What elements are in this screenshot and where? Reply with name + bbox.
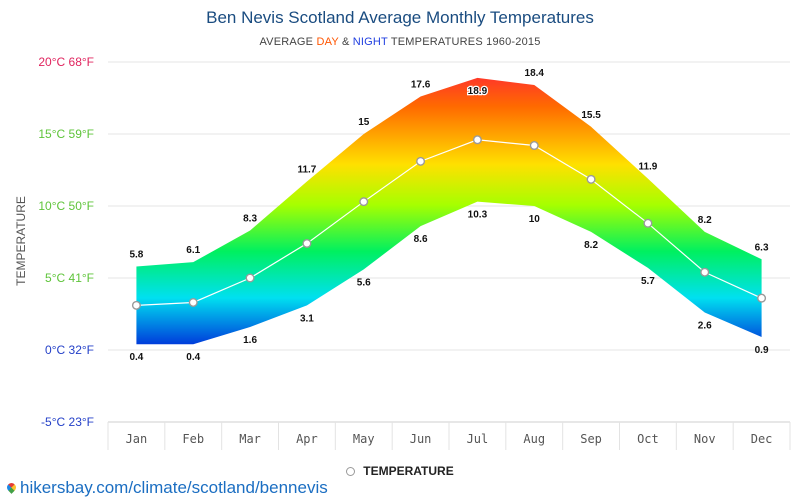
x-tick-label: Mar bbox=[239, 432, 261, 446]
day-value-label: 11.7 bbox=[297, 165, 316, 176]
average-point bbox=[700, 267, 710, 277]
day-value-label: 6.1 bbox=[186, 245, 200, 256]
legend-marker-icon bbox=[346, 467, 356, 476]
y-tick-label: 20°C 68°F bbox=[38, 55, 94, 69]
day-value-label: 8.3 bbox=[243, 213, 257, 224]
average-point bbox=[586, 174, 596, 184]
source-link[interactable]: hikersbay.com/climate/scotland/bennevis bbox=[5, 478, 328, 498]
x-tick-label: May bbox=[353, 432, 375, 446]
y-tick-label: 0°C 32°F bbox=[45, 343, 94, 357]
day-value-label: 8.2 bbox=[698, 215, 712, 226]
average-point bbox=[359, 197, 369, 207]
average-point bbox=[529, 141, 539, 151]
chart-title: Ben Nevis Scotland Average Monthly Tempe… bbox=[206, 8, 594, 27]
y-tick-label: 15°C 59°F bbox=[38, 127, 94, 141]
location-pin-icon bbox=[5, 481, 18, 494]
subtitle-night: NIGHT bbox=[352, 36, 388, 48]
average-point bbox=[302, 238, 312, 248]
night-value-label: 8.2 bbox=[584, 240, 598, 251]
x-tick-label: Feb bbox=[182, 432, 204, 446]
average-point bbox=[416, 156, 426, 166]
x-tick-label: Dec bbox=[751, 432, 773, 446]
night-value-label: 5.7 bbox=[641, 276, 655, 287]
average-point bbox=[245, 273, 255, 283]
subtitle-prefix: AVERAGE bbox=[259, 36, 317, 48]
subtitle-suffix: TEMPERATURES 1960-2015 bbox=[387, 36, 541, 48]
x-tick-label: Jun bbox=[410, 432, 432, 446]
x-tick-label: Jan bbox=[126, 432, 148, 446]
night-value-label: 3.1 bbox=[300, 313, 314, 324]
x-tick-label: Sep bbox=[580, 432, 602, 446]
average-point bbox=[131, 300, 141, 310]
average-point bbox=[643, 218, 653, 228]
source-link-text: hikersbay.com/climate/scotland/bennevis bbox=[20, 478, 328, 497]
subtitle-amp: & bbox=[338, 36, 353, 48]
legend[interactable]: TEMPERATURE bbox=[0, 464, 800, 478]
day-value-label: 6.3 bbox=[755, 242, 769, 253]
subtitle-day: DAY bbox=[316, 36, 339, 48]
y-tick-label: 10°C 50°F bbox=[38, 199, 94, 213]
average-temperature-series bbox=[131, 135, 767, 310]
average-point bbox=[757, 293, 767, 303]
x-tick-label: Jul bbox=[467, 432, 489, 446]
y-axis: 20°C 68°F 15°C 59°F 10°C 50°F 5°C 41°F 0°C 3… bbox=[38, 55, 94, 429]
x-tick-label: Nov bbox=[694, 432, 716, 446]
night-value-label: 10.3 bbox=[468, 210, 488, 221]
day-value-label: 15.5 bbox=[581, 110, 601, 121]
night-value-label: 0.9 bbox=[755, 345, 769, 356]
night-value-label: 5.6 bbox=[357, 277, 371, 288]
night-value-label: 10 bbox=[529, 214, 541, 225]
average-line bbox=[136, 139, 762, 306]
y-axis-label: TEMPERATURE bbox=[14, 196, 28, 286]
chart-subtitle: AVERAGE DAY & NIGHT TEMPERATURES 1960-20… bbox=[0, 36, 800, 48]
x-tick-label: Aug bbox=[523, 432, 545, 446]
average-point bbox=[472, 135, 482, 145]
night-value-label: 8.6 bbox=[414, 234, 428, 245]
day-value-label: 15 bbox=[358, 117, 370, 128]
day-value-label: 5.8 bbox=[129, 249, 143, 260]
x-tick-label: Apr bbox=[296, 432, 318, 446]
data-labels: 5.8 6.1 8.3 11.7 15 17.6 18.9 18.4 15.5 11.9 8.2 6.… bbox=[129, 68, 769, 363]
temperature-range-area bbox=[136, 77, 762, 345]
legend-label: TEMPERATURE bbox=[363, 464, 454, 478]
y-tick-label: 5°C 41°F bbox=[45, 271, 94, 285]
day-value-label: 18.4 bbox=[525, 68, 545, 79]
temperature-range-band bbox=[136, 77, 762, 345]
x-axis: Jan Feb Mar Apr May Jun Jul Aug Sep Oct Nov Dec bbox=[107, 421, 791, 450]
day-value-label: 11.9 bbox=[638, 162, 657, 173]
average-point bbox=[188, 297, 198, 307]
night-value-label: 2.6 bbox=[698, 321, 712, 332]
x-tick-label: Oct bbox=[637, 432, 659, 446]
night-value-label: 0.4 bbox=[186, 352, 200, 363]
night-value-label: 0.4 bbox=[129, 352, 143, 363]
night-value-label: 1.6 bbox=[243, 335, 257, 346]
day-value-label: 17.6 bbox=[411, 80, 431, 91]
y-tick-label: -5°C 23°F bbox=[41, 415, 94, 429]
day-value-label: 18.9 bbox=[468, 86, 488, 97]
